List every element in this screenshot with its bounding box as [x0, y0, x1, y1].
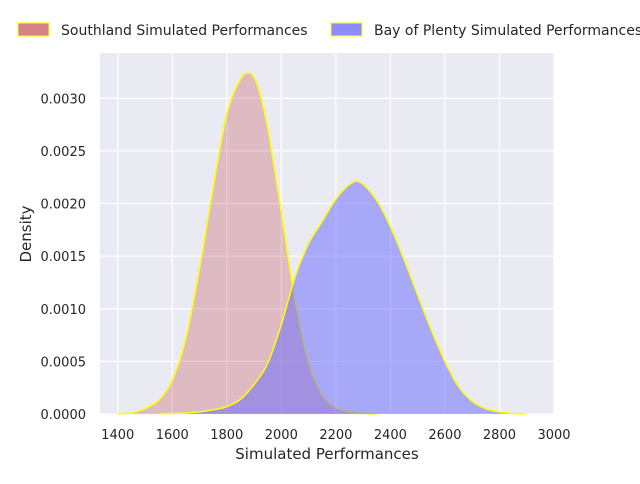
- y-tick-label: 0.0010: [41, 303, 87, 318]
- y-tick-label: 0.0000: [41, 408, 87, 423]
- density-area-series-1: [117, 72, 377, 414]
- x-axis-label: Simulated Performances: [235, 445, 419, 463]
- x-tick-label: 2000: [265, 428, 298, 443]
- legend-swatch: [17, 22, 50, 37]
- y-tick-label: 0.0030: [41, 92, 87, 107]
- x-tick-label: 1400: [101, 428, 134, 443]
- axes: Simulated Performances Density 1400 1600 1…: [17, 92, 571, 463]
- legend-label: Southland Simulated Performances: [61, 23, 308, 39]
- y-tick-label: 0.0005: [41, 355, 87, 370]
- y-tick-label: 0.0020: [41, 198, 87, 213]
- x-tick-label: 2400: [374, 428, 407, 443]
- legend: Southland Simulated Performances Bay of P…: [17, 22, 640, 39]
- x-tick-label: 2600: [428, 428, 461, 443]
- y-axis-label: Density: [17, 205, 35, 262]
- density-outline-series-2: [158, 180, 527, 415]
- series-areas: [117, 72, 527, 415]
- legend-swatch: [330, 22, 363, 37]
- density-area-series-2: [158, 181, 527, 414]
- x-tick-label: 1600: [156, 428, 189, 443]
- y-tick-label: 0.0025: [41, 145, 87, 160]
- x-tick-label: 2200: [319, 428, 352, 443]
- y-tick-label: 0.0015: [41, 250, 87, 265]
- x-tick-label: 1800: [210, 428, 243, 443]
- x-tick-label: 2800: [483, 428, 516, 443]
- x-tick-label: 3000: [537, 428, 570, 443]
- legend-label: Bay of Plenty Simulated Performances: [374, 23, 640, 39]
